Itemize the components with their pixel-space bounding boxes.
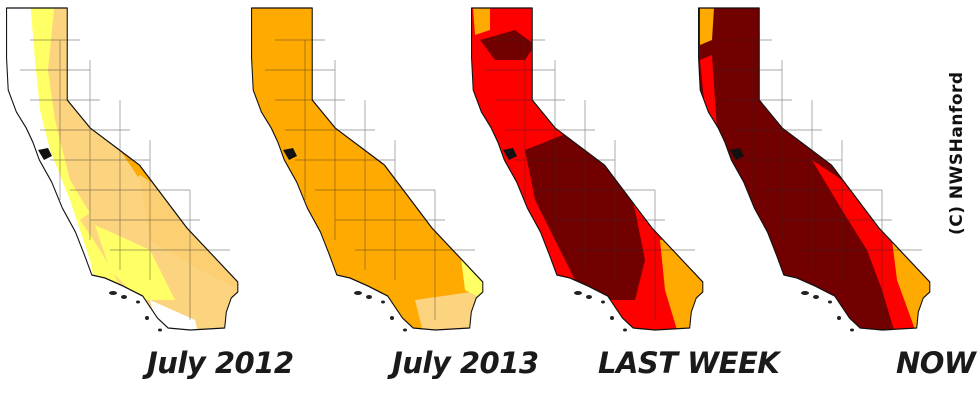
zone-severe-north: [473, 8, 490, 35]
california-map-last-week: [471, 7, 704, 332]
channel-islands: [354, 291, 407, 332]
state-outline: [251, 7, 484, 331]
zone-exceptional-northeast: [555, 40, 585, 90]
bay-area: [730, 148, 744, 160]
bay-area: [38, 148, 52, 160]
zone-exceptional-north: [480, 30, 535, 60]
panel-label-july-2012: July 2012: [147, 346, 294, 380]
bay-area: [283, 148, 297, 160]
map-panel-july-2013: [245, 0, 485, 350]
zone-abnormally-dry-south: [95, 225, 175, 300]
california-map-now: [698, 7, 931, 332]
california-map-july-2012: [6, 7, 239, 332]
zone-extreme: [165, 112, 178, 130]
california-map-july-2013: [251, 7, 484, 332]
county-lines: [265, 39, 475, 320]
county-lines: [485, 39, 695, 320]
channel-islands: [574, 291, 627, 332]
map-panel-now: [692, 0, 932, 350]
zone-none-south: [150, 300, 200, 330]
panel-label-last-week: LAST WEEK: [598, 346, 780, 380]
map-panel-july-2012: [0, 0, 240, 350]
channel-islands: [801, 291, 854, 332]
panel-label-july-2013: July 2013: [392, 346, 539, 380]
bay-area: [503, 148, 517, 160]
panel-label-now: NOW: [896, 346, 976, 380]
state-outline: [6, 7, 239, 331]
credit-text: (C) NWSHanford: [947, 71, 967, 235]
channel-islands: [109, 291, 162, 332]
county-lines: [712, 39, 922, 320]
zone-severe-north: [700, 8, 714, 45]
state-outline: [698, 7, 931, 331]
zone-extreme-coast: [700, 55, 717, 130]
state-outline: [471, 7, 704, 331]
map-panel-last-week: [465, 0, 705, 350]
county-lines: [20, 39, 230, 320]
